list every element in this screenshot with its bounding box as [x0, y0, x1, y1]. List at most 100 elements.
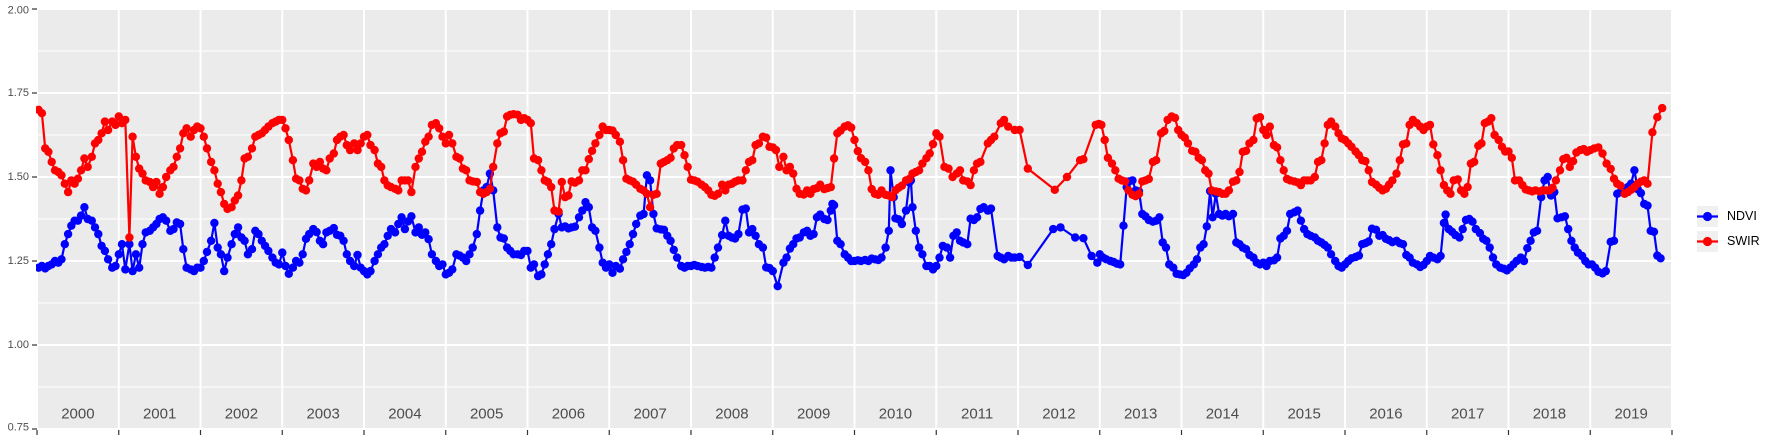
x-axis-year-label: 2006	[552, 406, 585, 423]
swir-point	[489, 162, 498, 172]
swir-point	[829, 154, 839, 163]
swir-point	[860, 157, 870, 167]
swir-point	[169, 162, 178, 172]
swir-point	[1134, 189, 1144, 198]
swir-point	[278, 115, 287, 125]
swir-point	[111, 120, 120, 130]
ndvi-point	[448, 265, 457, 274]
ndvi-point	[383, 231, 392, 240]
swir-point	[128, 132, 137, 141]
swir-point	[73, 174, 83, 183]
swir-point	[247, 144, 257, 153]
swir-point	[1487, 114, 1496, 123]
swir-point	[121, 115, 130, 125]
ndvi-point	[465, 250, 474, 259]
swir-point	[999, 115, 1009, 125]
swir-point	[1402, 139, 1411, 148]
ndvi-point	[710, 253, 719, 262]
swir-point	[969, 166, 979, 175]
swir-point	[944, 164, 953, 173]
ndvi-point	[206, 236, 216, 245]
ndvi-point	[100, 246, 110, 256]
swir-point	[411, 162, 420, 172]
swir-point	[1548, 183, 1557, 192]
swir-point	[76, 166, 86, 175]
legend-label-ndvi: NDVI	[1727, 209, 1757, 223]
ndvi-point	[1228, 209, 1238, 219]
x-axis-year-label: 2000	[61, 406, 94, 423]
ndvi-point	[877, 253, 886, 262]
swir-point	[1331, 122, 1340, 131]
swir-point	[789, 169, 798, 178]
ndvi-point	[578, 206, 587, 215]
swir-point	[683, 162, 692, 172]
swir-point	[1152, 156, 1161, 165]
ndvi-point	[329, 223, 338, 233]
x-axis-year-label: 2003	[306, 406, 339, 423]
swir-point	[1446, 189, 1455, 198]
swir-point	[345, 145, 355, 155]
swir-point	[1265, 122, 1275, 131]
ndvi-point	[625, 240, 634, 249]
ndvi-point	[63, 229, 73, 239]
swir-point	[1249, 135, 1258, 145]
swir-point	[44, 147, 53, 156]
swir-point	[350, 139, 359, 148]
line-point-glyph-icon	[1697, 211, 1718, 222]
swir-point	[284, 135, 293, 145]
ndvi-point	[233, 223, 243, 232]
ndvi-point	[935, 253, 944, 262]
swir-point	[305, 176, 314, 185]
swir-point	[1204, 169, 1213, 178]
ndvi-point	[1323, 243, 1333, 252]
ndvi-point	[295, 258, 304, 267]
ndvi-point	[117, 240, 127, 249]
swir-point	[1555, 166, 1565, 175]
x-axis-year-label: 2004	[388, 406, 421, 423]
swir-point	[206, 157, 216, 167]
ndvi-point	[829, 201, 839, 210]
swir-point	[407, 187, 416, 197]
ndvi-point	[932, 261, 941, 271]
ndvi-point	[216, 250, 226, 259]
x-axis-year-label: 2015	[1287, 406, 1320, 423]
x-axis-year-label: 2009	[797, 406, 830, 423]
ndvi-point	[1199, 240, 1208, 249]
swir-point	[281, 124, 290, 133]
swir-point	[1598, 149, 1607, 158]
ndvi-point	[836, 240, 845, 249]
ndvi-point	[605, 260, 614, 269]
ndvi-point	[397, 213, 406, 222]
swir-point	[1276, 156, 1285, 165]
y-axis-label: 1.50	[8, 171, 29, 183]
ndvi-point	[288, 263, 298, 272]
swir-point	[887, 193, 897, 202]
swir-point	[448, 139, 457, 148]
ndvi-point	[87, 216, 97, 225]
ndvi-point	[1282, 226, 1292, 235]
swir-point	[394, 186, 403, 195]
ndvi-point	[57, 255, 66, 264]
swir-point	[182, 124, 191, 133]
swir-point	[87, 152, 97, 161]
swir-point	[158, 182, 168, 192]
swir-point	[1594, 143, 1603, 152]
swir-point	[196, 124, 205, 133]
swir-point	[1015, 125, 1024, 135]
ndvi-point	[1441, 210, 1450, 219]
swir-point	[1433, 151, 1442, 160]
swir-point	[826, 182, 835, 192]
ndvi-point	[131, 250, 141, 259]
ndvi-point	[400, 224, 410, 234]
swir-point	[100, 117, 110, 126]
ndvi-point	[230, 229, 239, 239]
swir-point	[547, 182, 556, 192]
swir-point	[1616, 181, 1625, 190]
x-axis-year-label: 2011	[961, 406, 993, 423]
x-axis-year-label: 2019	[1614, 406, 1647, 423]
ndvi-point	[669, 245, 678, 255]
swir-point	[677, 140, 686, 150]
ndvi-point	[618, 255, 628, 264]
x-axis-year-label: 2014	[1206, 406, 1239, 423]
ndvi-point	[897, 219, 907, 229]
